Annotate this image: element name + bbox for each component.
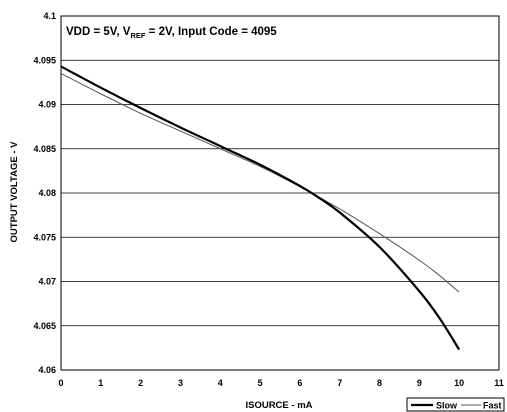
x-tick-label: 7 — [337, 378, 342, 388]
x-tick-label: 0 — [58, 378, 63, 388]
x-tick-label: 4 — [218, 378, 223, 388]
x-tick-label: 6 — [297, 378, 302, 388]
y-tick-label: 4.095 — [33, 55, 56, 65]
legend-box — [406, 397, 505, 412]
x-tick-label: 3 — [178, 378, 183, 388]
y-tick-label: 4.065 — [33, 321, 56, 331]
annotation-suffix: = 2V, Input Code = 4095 — [145, 26, 277, 38]
grid-lines — [61, 15, 499, 371]
y-tick-labels: 4.06 4.065 4.07 4.075 4.08 4.085 4.09 4.095 4.1 — [33, 11, 56, 375]
annotation-subscript: REF — [130, 31, 145, 40]
x-tick-labels: 0 1 2 3 4 5 6 7 8 9 10 11 — [58, 378, 503, 388]
x-tick-label: 11 — [494, 378, 504, 388]
series-line-slow — [60, 65, 461, 351]
series-line-fast — [60, 73, 460, 293]
x-tick-label: 9 — [417, 378, 422, 388]
y-axis-label: OUTPUT VOLTAGE - V — [9, 141, 20, 243]
legend-label-fast: Fast — [483, 401, 502, 411]
x-tick-label: 8 — [377, 378, 382, 388]
series-layer — [60, 65, 461, 351]
y-tick-label: 4.08 — [38, 188, 56, 198]
plot-area — [60, 15, 500, 371]
x-tick-label: 1 — [98, 378, 103, 388]
y-tick-label: 4.1 — [43, 11, 56, 21]
legend-label-slow: Slow — [436, 401, 458, 411]
chart-annotation: VDD = 5V, VREF = 2V, Input Code = 4095 — [66, 26, 277, 40]
x-tick-label: 2 — [138, 378, 143, 388]
y-tick-label: 4.06 — [38, 365, 56, 375]
y-tick-label: 4.09 — [38, 100, 56, 110]
annotation-prefix: VDD = 5V, V — [66, 26, 131, 38]
x-tick-label: 10 — [454, 378, 464, 388]
y-tick-label: 4.075 — [33, 232, 56, 242]
x-axis-label: ISOURCE - mA — [245, 400, 312, 411]
legend: Slow Fast — [406, 397, 505, 412]
x-tick-label: 5 — [258, 378, 263, 388]
y-tick-label: 4.085 — [33, 144, 56, 154]
y-tick-label: 4.07 — [38, 277, 56, 287]
